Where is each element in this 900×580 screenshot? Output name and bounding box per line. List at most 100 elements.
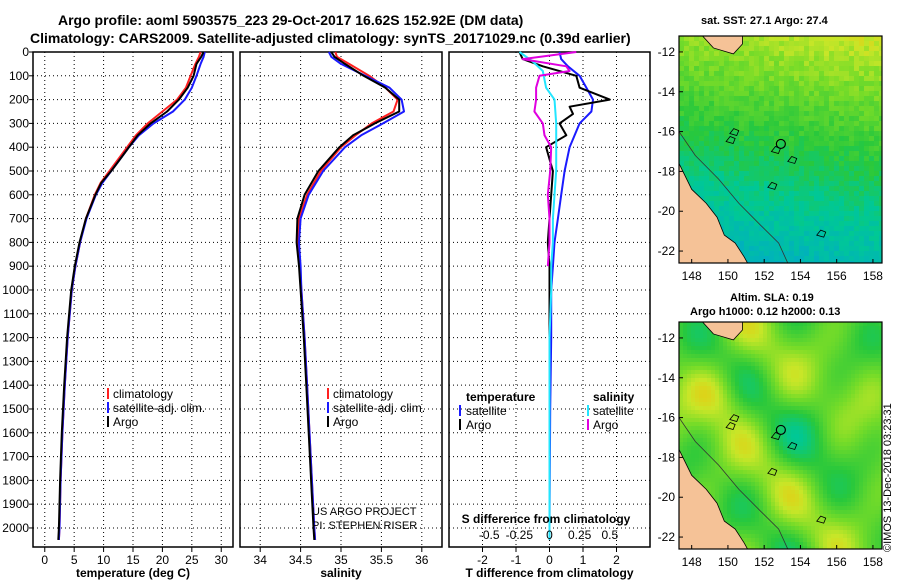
- y-tick-label: 1100: [3, 307, 29, 321]
- x-tick-label: 25: [185, 553, 199, 567]
- y-tick-label: 1900: [2, 497, 29, 511]
- annotation-pi: PI: STEPHEN RISER: [312, 520, 417, 532]
- legend-title-salinity: salinity: [593, 390, 635, 404]
- map-lat-label: -12: [658, 331, 676, 345]
- secondary-tick-label: 0.25: [568, 528, 592, 542]
- map-lat-label: -14: [658, 371, 676, 385]
- x-tick-label: 1: [580, 553, 587, 567]
- salinity-profile: 34 34.5 35 35.5 36 salinity climatologysatelli…: [239, 51, 443, 580]
- map-lat-label: -18: [658, 450, 676, 464]
- reef-outline: [725, 422, 736, 431]
- temperature-profile: 0 5 10 15 20 25 30 temperature (deg C) 0 100 200 30…: [2, 45, 234, 580]
- map-lat-label: -14: [658, 85, 676, 99]
- y-tick-label: 800: [9, 235, 29, 249]
- map-lat-label: -20: [658, 490, 676, 504]
- argo-location-marker: [775, 424, 786, 436]
- legend-label: Argo: [466, 418, 492, 432]
- x-tick-label: 35.5: [370, 553, 394, 567]
- difference-profile: -2 -1 0 1 2T difference from climatology temp…: [448, 51, 651, 580]
- y-tick-label: 1700: [2, 450, 29, 464]
- reef-outline: [787, 441, 798, 450]
- map-frame: [678, 321, 883, 550]
- sla-map-title-line1: Altim. SLA: 0.19: [730, 292, 814, 304]
- map-lon-label: 154: [790, 555, 810, 569]
- map-lon-label: 150: [718, 555, 738, 569]
- y-tick-label: 300: [9, 116, 29, 130]
- secondary-tick-label: 0.5: [601, 528, 618, 542]
- y-tick-label: 600: [9, 188, 29, 202]
- shelf-contour: [679, 417, 789, 549]
- x-tick-label: 35: [334, 553, 348, 567]
- legend-title-temperature: temperature: [466, 390, 536, 404]
- x-tick-label: 34: [254, 553, 268, 567]
- legend-label: Argo: [113, 415, 139, 429]
- reef-outline: [816, 229, 827, 238]
- legend-label: satellite: [466, 404, 507, 418]
- legend-label: Argo: [333, 415, 359, 429]
- map-lat-label: -12: [658, 45, 676, 59]
- reef-outline: [729, 414, 740, 423]
- y-tick-label: 500: [9, 164, 29, 178]
- reef-outline: [767, 181, 778, 190]
- map-lon-label: 156: [827, 555, 847, 569]
- series-line-s-argo: [521, 51, 577, 267]
- x-tick-label: 34.5: [289, 553, 313, 567]
- series-line-t-satellite: [548, 51, 594, 540]
- map-lat-label: -20: [658, 204, 676, 218]
- map-lon-label: 158: [863, 269, 883, 283]
- sla-map-title-line2: Argo h1000: 0.12 h2000: 0.13: [690, 306, 841, 318]
- map-lat-label: -16: [658, 125, 676, 139]
- y-tick-label: 400: [9, 140, 29, 154]
- x-tick-label: -2: [477, 553, 488, 567]
- secondary-tick-label: 0: [546, 528, 553, 542]
- x-tick-label: -1: [511, 553, 522, 567]
- series-line-argo: [57, 51, 205, 540]
- sst-map-title: sat. SST: 27.1 Argo: 27.4: [701, 15, 828, 27]
- coastline-land: [679, 449, 748, 549]
- y-tick-label: 200: [9, 93, 29, 107]
- y-tick-label: 1600: [2, 426, 29, 440]
- x-tick-label: 2: [613, 553, 620, 567]
- y-tick-label: 1300: [2, 354, 29, 368]
- map-lon-label: 148: [682, 555, 702, 569]
- y-tick-label: 2000: [2, 521, 29, 535]
- x-axis-label-top: S difference from climatology: [462, 512, 631, 526]
- map-lat-label: -22: [658, 244, 676, 258]
- series-line-climatology: [297, 51, 399, 540]
- legend-label: climatology: [333, 387, 393, 401]
- x-tick-label: 36: [415, 553, 429, 567]
- map-lon-label: 148: [682, 269, 702, 283]
- x-tick-label: 10: [97, 553, 111, 567]
- series-line-argo: [295, 51, 401, 540]
- x-tick-label: 15: [126, 553, 140, 567]
- png-land: [702, 322, 743, 341]
- satellite-maps: 148 150 152 154 156 158 -12 -14 -16 -18 -20 -22 148 1…: [658, 35, 883, 569]
- reef-outline: [816, 515, 827, 524]
- legend-label: climatology: [113, 387, 173, 401]
- x-tick-label: 30: [215, 553, 229, 567]
- y-tick-label: 1000: [2, 283, 29, 297]
- map-lon-label: 152: [754, 555, 774, 569]
- secondary-tick-label: -0.25: [506, 528, 534, 542]
- y-tick-label: 100: [9, 69, 29, 83]
- png-land: [702, 36, 743, 55]
- reef-outline: [729, 128, 740, 137]
- y-tick-label: 1200: [2, 331, 29, 345]
- series-line-satellite-adj-clim-: [57, 51, 206, 540]
- map-lon-label: 150: [718, 269, 738, 283]
- y-tick-label: 1400: [2, 378, 29, 392]
- shelf-contour: [679, 131, 789, 263]
- map-lat-label: -18: [658, 164, 676, 178]
- legend-label: satellite: [593, 404, 634, 418]
- y-tick-label: 1800: [2, 473, 29, 487]
- y-tick-label: 1500: [2, 402, 29, 416]
- y-tick-label: 900: [9, 259, 29, 273]
- x-tick-label: 5: [71, 553, 78, 567]
- y-tick-label: 0: [22, 45, 29, 59]
- secondary-tick-label: -0.5: [479, 528, 500, 542]
- x-axis-label: salinity: [320, 566, 362, 580]
- series-line-satellite-adj-clim-: [298, 51, 405, 540]
- sst-map: [679, 36, 882, 263]
